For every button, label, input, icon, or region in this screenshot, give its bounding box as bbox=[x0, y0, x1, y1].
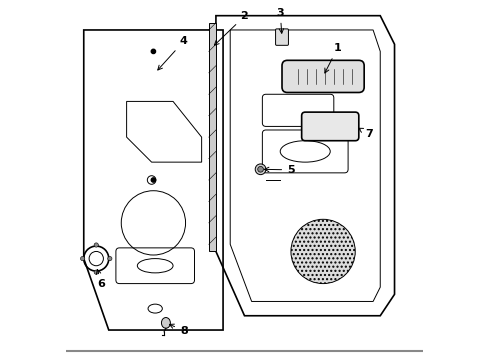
FancyBboxPatch shape bbox=[301, 112, 358, 141]
Circle shape bbox=[151, 178, 155, 182]
Text: 7: 7 bbox=[358, 128, 373, 139]
Circle shape bbox=[255, 164, 265, 175]
Text: 8: 8 bbox=[169, 324, 187, 336]
Circle shape bbox=[257, 166, 263, 172]
FancyBboxPatch shape bbox=[275, 29, 288, 45]
Circle shape bbox=[94, 270, 98, 274]
Text: 4: 4 bbox=[158, 36, 187, 70]
Text: 5: 5 bbox=[264, 165, 294, 175]
Ellipse shape bbox=[161, 318, 170, 328]
Circle shape bbox=[107, 256, 112, 261]
Circle shape bbox=[151, 49, 155, 54]
Circle shape bbox=[94, 243, 98, 247]
Text: 1: 1 bbox=[324, 44, 341, 73]
Polygon shape bbox=[208, 23, 216, 251]
Circle shape bbox=[81, 256, 84, 261]
Ellipse shape bbox=[290, 219, 354, 284]
FancyBboxPatch shape bbox=[282, 60, 364, 93]
Text: 2: 2 bbox=[214, 11, 248, 45]
Text: 6: 6 bbox=[96, 269, 105, 289]
Text: 3: 3 bbox=[276, 8, 284, 33]
